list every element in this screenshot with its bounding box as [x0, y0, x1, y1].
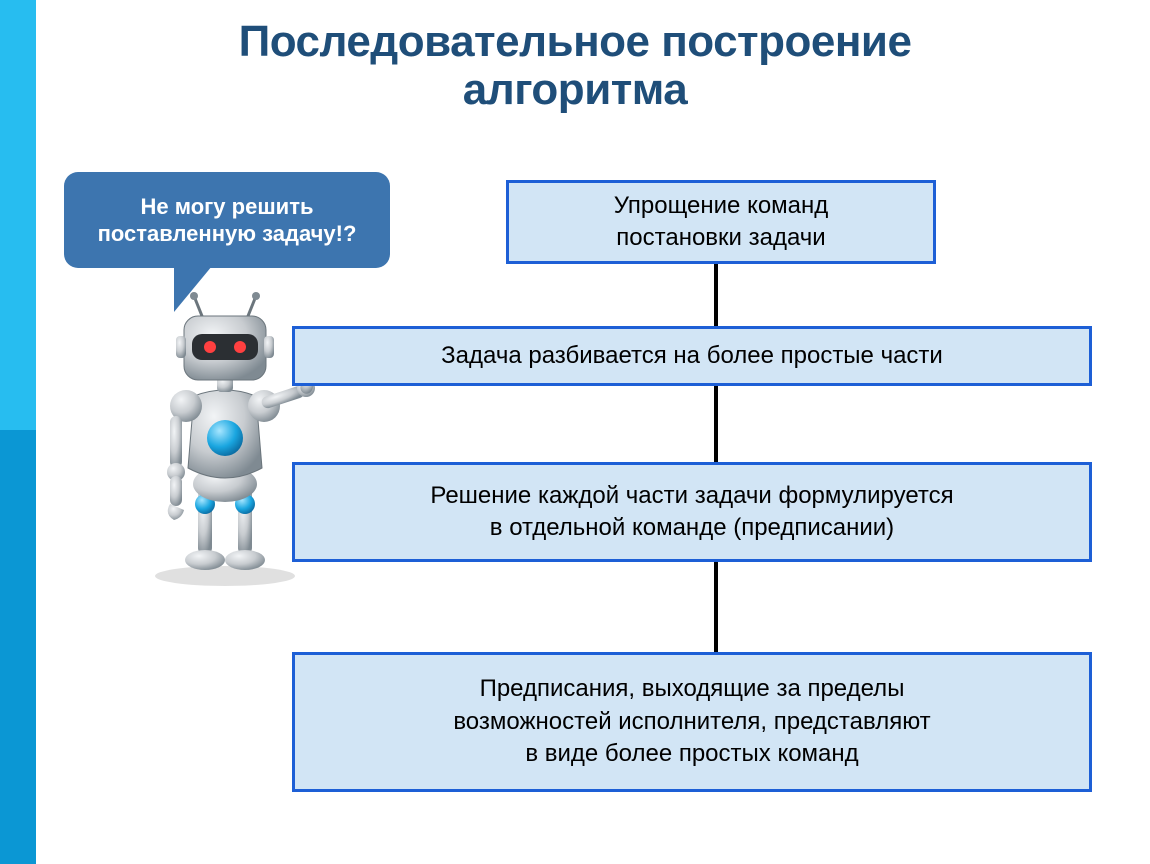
connector-box2-box3: [714, 386, 718, 462]
title-line2: алгоритма: [463, 65, 687, 114]
connector-box3-box4: [714, 562, 718, 652]
flow-box-box3: Решение каждой части задачи формулируетс…: [292, 462, 1092, 562]
flow-box-text: Задача разбивается на более простые част…: [441, 340, 943, 372]
page-title: Последовательное построение алгоритма: [0, 0, 1150, 115]
sidebar: [0, 0, 36, 864]
speech-bubble: Не могу решить поставленную задачу!?: [64, 172, 390, 268]
flow-box-text: Решение каждой части задачи формулируетс…: [430, 480, 953, 545]
sidebar-top: [0, 0, 36, 430]
title-line1: Последовательное построение: [239, 17, 912, 66]
flow-box-text: Предписания, выходящие за пределывозможн…: [453, 673, 930, 770]
flow-box-text: Упрощение командпостановки задачи: [614, 190, 829, 255]
connector-box1-box2: [714, 264, 718, 326]
speech-line2: поставленную задачу!?: [98, 221, 357, 246]
speech-line1: Не могу решить: [140, 194, 313, 219]
flow-box-box2: Задача разбивается на более простые част…: [292, 326, 1092, 386]
flow-box-box1: Упрощение командпостановки задачи: [506, 180, 936, 264]
sidebar-bottom: [0, 430, 36, 864]
flow-box-box4: Предписания, выходящие за пределывозможн…: [292, 652, 1092, 792]
